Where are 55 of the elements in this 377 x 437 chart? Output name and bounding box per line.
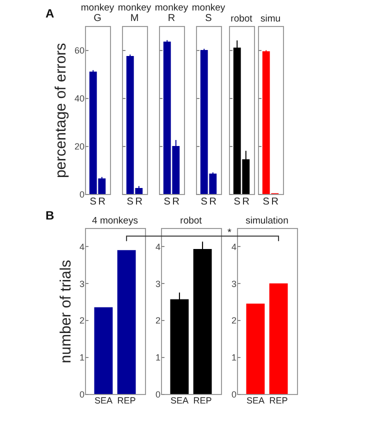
x-tick-label: REP [193, 396, 212, 406]
y-tick-label: 20 [74, 142, 84, 152]
y-tick-label: 1 [155, 352, 160, 363]
y-tick-label: 0 [155, 390, 160, 400]
x-tick-label: S [234, 196, 241, 208]
y-tick-label: 0 [231, 390, 236, 400]
chart-title: robot [180, 216, 202, 226]
y-tick-label: 2 [231, 316, 236, 326]
chart-subtitle: S [205, 13, 212, 24]
chart-title: monkey [80, 2, 114, 14]
chart-title: simu [260, 14, 281, 24]
y-tick-label: 3 [79, 278, 84, 289]
y-tick-label: 4 [231, 242, 236, 252]
chart-subtitle: M [130, 13, 139, 24]
chart-title: monkey [192, 2, 226, 14]
text: * [228, 228, 232, 238]
x-tick-label: S [90, 196, 97, 208]
x-tick-label: R [172, 196, 180, 208]
chart-subtitle: G [94, 13, 102, 24]
x-tick-label: R [209, 196, 217, 208]
x-tick-label: SEA [94, 396, 112, 406]
y-axis-title: percentage of errors [52, 42, 70, 178]
y-tick-label: 4 [79, 242, 84, 252]
text: A [46, 6, 54, 20]
x-tick-label: R [271, 196, 279, 208]
chart-title: monkey [118, 2, 152, 14]
y-axis-title: number of trials [57, 260, 74, 364]
x-tick-label: REP [269, 396, 288, 406]
y-tick-label: 0 [79, 390, 84, 400]
y-tick-label: 40 [74, 94, 84, 104]
x-tick-label: R [135, 196, 143, 208]
y-tick-label: 3 [155, 278, 160, 289]
x-tick-label: S [200, 196, 208, 208]
x-tick-label: S [126, 196, 134, 208]
y-tick-label: 1 [231, 352, 236, 363]
text: B [46, 208, 54, 222]
x-tick-label: S [164, 196, 171, 208]
chart-title: monkey [154, 2, 188, 14]
y-tick-label: 0 [79, 190, 84, 200]
y-tick-label: 4 [155, 242, 160, 252]
y-tick-label: 2 [155, 316, 160, 326]
y-tick-label: 60 [74, 46, 84, 56]
x-tick-label: R [242, 196, 250, 208]
y-tick-label: 2 [79, 316, 84, 326]
y-tick-label: 3 [231, 278, 236, 289]
chart-title: 4 monkeys [92, 216, 138, 226]
x-tick-label: SEA [170, 396, 188, 406]
chart-title: simulation [246, 216, 288, 226]
chart-subtitle: R [168, 13, 176, 24]
x-tick-label: S [262, 196, 270, 208]
chart-title: robot [230, 14, 253, 24]
y-tick-label: 1 [79, 352, 84, 363]
x-tick-label: R [98, 196, 106, 208]
x-tick-label: SEA [246, 396, 264, 406]
x-tick-label: REP [117, 396, 136, 406]
